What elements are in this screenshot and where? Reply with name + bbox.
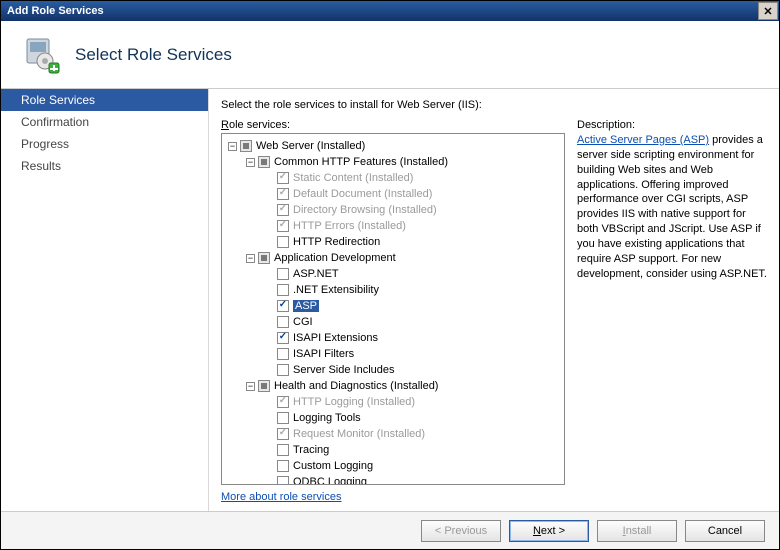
tree-node[interactable]: ISAPI Extensions: [224, 330, 562, 346]
titlebar: Add Role Services ✕: [1, 1, 779, 21]
sidebar-step-progress[interactable]: Progress: [1, 133, 208, 155]
tree-node-label: Tracing: [293, 444, 329, 456]
tree-node-label: ISAPI Filters: [293, 348, 354, 360]
checkbox[interactable]: [277, 460, 289, 472]
install-button[interactable]: Install: [597, 520, 677, 542]
role-services-tree[interactable]: −Web Server (Installed)−Common HTTP Feat…: [221, 133, 565, 485]
tree-node-label: ISAPI Extensions: [293, 332, 378, 344]
tree-node[interactable]: HTTP Logging (Installed): [224, 394, 562, 410]
checkbox[interactable]: [277, 332, 289, 344]
expand-toggle-icon[interactable]: −: [246, 158, 255, 167]
window-title: Add Role Services: [7, 5, 104, 17]
tree-node-label: Directory Browsing (Installed): [293, 204, 437, 216]
tree-node-label: Default Document (Installed): [293, 188, 432, 200]
tree-node[interactable]: ISAPI Filters: [224, 346, 562, 362]
tree-node-label: Server Side Includes: [293, 364, 395, 376]
asp-description-link[interactable]: Active Server Pages (ASP): [577, 134, 709, 146]
expand-toggle-icon[interactable]: −: [246, 254, 255, 263]
tree-node-label: Static Content (Installed): [293, 172, 413, 184]
checkbox[interactable]: [277, 364, 289, 376]
tree-node[interactable]: ODBC Logging: [224, 474, 562, 485]
checkbox[interactable]: [277, 204, 289, 216]
tree-node[interactable]: HTTP Errors (Installed): [224, 218, 562, 234]
checkbox[interactable]: [277, 396, 289, 408]
checkbox[interactable]: [277, 284, 289, 296]
tree-node-label: Health and Diagnostics (Installed): [274, 380, 438, 392]
tree-node[interactable]: HTTP Redirection: [224, 234, 562, 250]
checkbox[interactable]: [277, 348, 289, 360]
wizard-header: Select Role Services: [1, 21, 779, 89]
tree-node[interactable]: CGI: [224, 314, 562, 330]
tree-node[interactable]: ASP.NET: [224, 266, 562, 282]
tree-node-label: Request Monitor (Installed): [293, 428, 425, 440]
close-button[interactable]: ✕: [758, 2, 778, 20]
cancel-button[interactable]: Cancel: [685, 520, 765, 542]
wizard-steps-sidebar: Role ServicesConfirmationProgressResults: [1, 89, 209, 511]
tree-node-label: Common HTTP Features (Installed): [274, 156, 448, 168]
checkbox[interactable]: [277, 428, 289, 440]
tree-node-label: HTTP Errors (Installed): [293, 220, 406, 232]
tree-node-label: Web Server (Installed): [256, 140, 365, 152]
checkbox[interactable]: [258, 252, 270, 264]
checkbox[interactable]: [277, 188, 289, 200]
checkbox[interactable]: [277, 444, 289, 456]
tree-node[interactable]: .NET Extensibility: [224, 282, 562, 298]
checkbox[interactable]: [277, 220, 289, 232]
expand-toggle-icon[interactable]: −: [246, 382, 255, 391]
tree-node-label: ASP.NET: [293, 268, 339, 280]
tree-node-label: .NET Extensibility: [293, 284, 379, 296]
tree-node[interactable]: Server Side Includes: [224, 362, 562, 378]
checkbox[interactable]: [277, 316, 289, 328]
checkbox[interactable]: [258, 156, 270, 168]
tree-node[interactable]: − Common HTTP Features (Installed): [224, 154, 562, 170]
role-services-icon: [21, 35, 61, 75]
tree-node-label: ODBC Logging: [293, 476, 367, 485]
checkbox[interactable]: [277, 412, 289, 424]
tree-node-label: ASP: [293, 300, 319, 312]
tree-node-label: HTTP Logging (Installed): [293, 396, 415, 408]
instruction-text: Select the role services to install for …: [221, 99, 767, 111]
tree-node-label: CGI: [293, 316, 313, 328]
tree-node[interactable]: − Application Development: [224, 250, 562, 266]
checkbox[interactable]: [277, 300, 289, 312]
previous-button[interactable]: < Previous: [421, 520, 501, 542]
tree-node-label: Application Development: [274, 252, 396, 264]
role-services-label: Role services:: [221, 119, 565, 131]
more-about-role-services-link[interactable]: More about role services: [221, 491, 565, 503]
checkbox[interactable]: [277, 476, 289, 485]
page-title: Select Role Services: [75, 45, 232, 65]
checkbox[interactable]: [277, 172, 289, 184]
tree-node-label: Logging Tools: [293, 412, 361, 424]
tree-node-label: HTTP Redirection: [293, 236, 380, 248]
tree-node[interactable]: Tracing: [224, 442, 562, 458]
description-text: Active Server Pages (ASP) provides a ser…: [577, 133, 767, 281]
tree-node[interactable]: Request Monitor (Installed): [224, 426, 562, 442]
tree-node[interactable]: − Web Server (Installed): [224, 138, 562, 154]
tree-node[interactable]: Custom Logging: [224, 458, 562, 474]
next-button[interactable]: Next >: [509, 520, 589, 542]
tree-node[interactable]: Static Content (Installed): [224, 170, 562, 186]
tree-node[interactable]: Logging Tools: [224, 410, 562, 426]
expand-toggle-icon[interactable]: −: [228, 142, 237, 151]
checkbox[interactable]: [240, 140, 252, 152]
sidebar-step-results[interactable]: Results: [1, 155, 208, 177]
tree-node-label: Custom Logging: [293, 460, 373, 472]
checkbox[interactable]: [277, 268, 289, 280]
description-body: provides a server side scripting environ…: [577, 134, 767, 280]
sidebar-step-confirmation[interactable]: Confirmation: [1, 111, 208, 133]
checkbox[interactable]: [277, 236, 289, 248]
wizard-footer: < Previous Next > Install Cancel: [1, 511, 779, 549]
checkbox[interactable]: [258, 380, 270, 392]
tree-node[interactable]: Directory Browsing (Installed): [224, 202, 562, 218]
tree-node[interactable]: Default Document (Installed): [224, 186, 562, 202]
tree-node[interactable]: − Health and Diagnostics (Installed): [224, 378, 562, 394]
sidebar-step-role-services[interactable]: Role Services: [1, 89, 208, 111]
tree-node[interactable]: ASP: [224, 298, 562, 314]
description-label: Description:: [577, 119, 767, 131]
